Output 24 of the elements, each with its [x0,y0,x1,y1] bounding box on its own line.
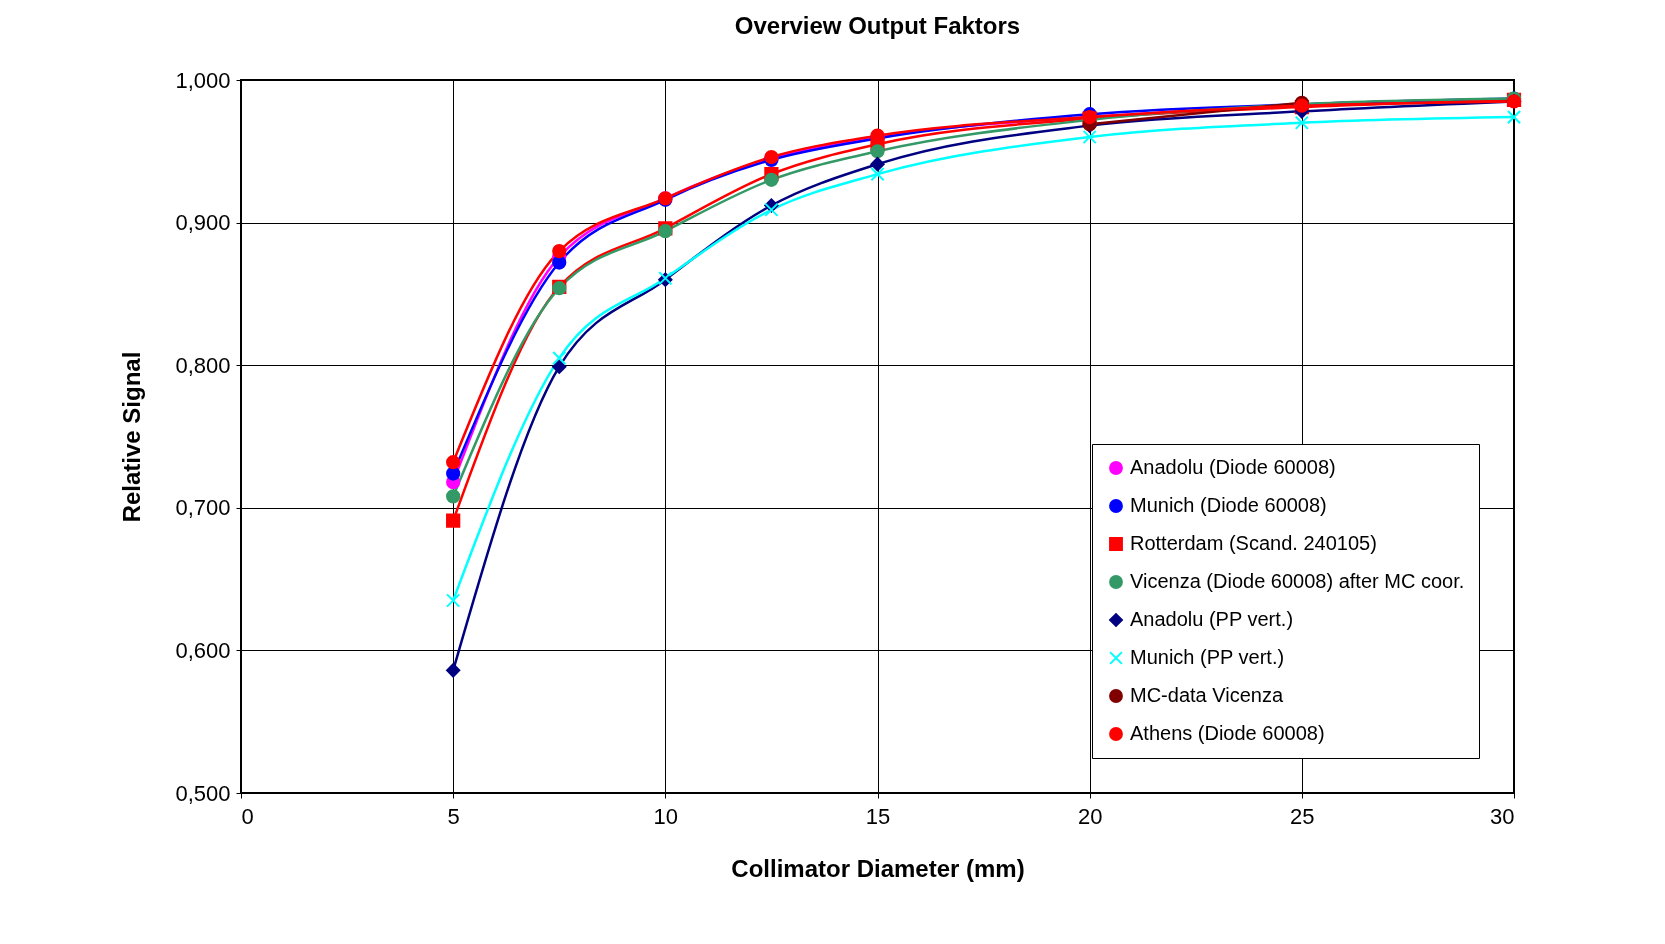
legend-label: Rotterdam (Scand. 240105) [1130,532,1377,554]
legend-label: MC-data Vicenza [1130,684,1284,706]
legend-label: Anadolu (Diode 60008) [1130,456,1336,478]
x-tick-label: 25 [1290,803,1315,829]
x-axis-title: Collimator Diameter (mm) [731,854,1025,882]
x-tick-label: 5 [447,803,460,829]
y-axis-title: Relative Signal [118,351,146,523]
y-tick-label: 1,000 [175,67,231,93]
y-tick-label: 0,500 [175,780,231,806]
x-tick-label: 30 [1490,803,1515,829]
legend-label: Munich (Diode 60008) [1130,494,1327,516]
x-tick-label: 10 [653,803,679,829]
y-tick-label: 0,700 [175,495,231,521]
chart-title: Overview Output Faktors [734,12,1021,39]
y-tick-label: 0,900 [175,210,231,236]
y-tick-label: 0,600 [175,637,231,663]
legend-label: Anadolu (PP vert.) [1130,608,1294,630]
legend-label: Vicenza (Diode 60008) after MC coor. [1130,570,1465,592]
x-tick-label: 15 [865,803,891,829]
legend-label: Munich (PP vert.) [1130,646,1285,668]
x-tick-label: 20 [1077,803,1103,829]
y-tick-label: 0,800 [175,352,231,378]
x-tick-label: 0 [241,803,254,829]
legend-label: Athens (Diode 60008) [1130,722,1325,744]
